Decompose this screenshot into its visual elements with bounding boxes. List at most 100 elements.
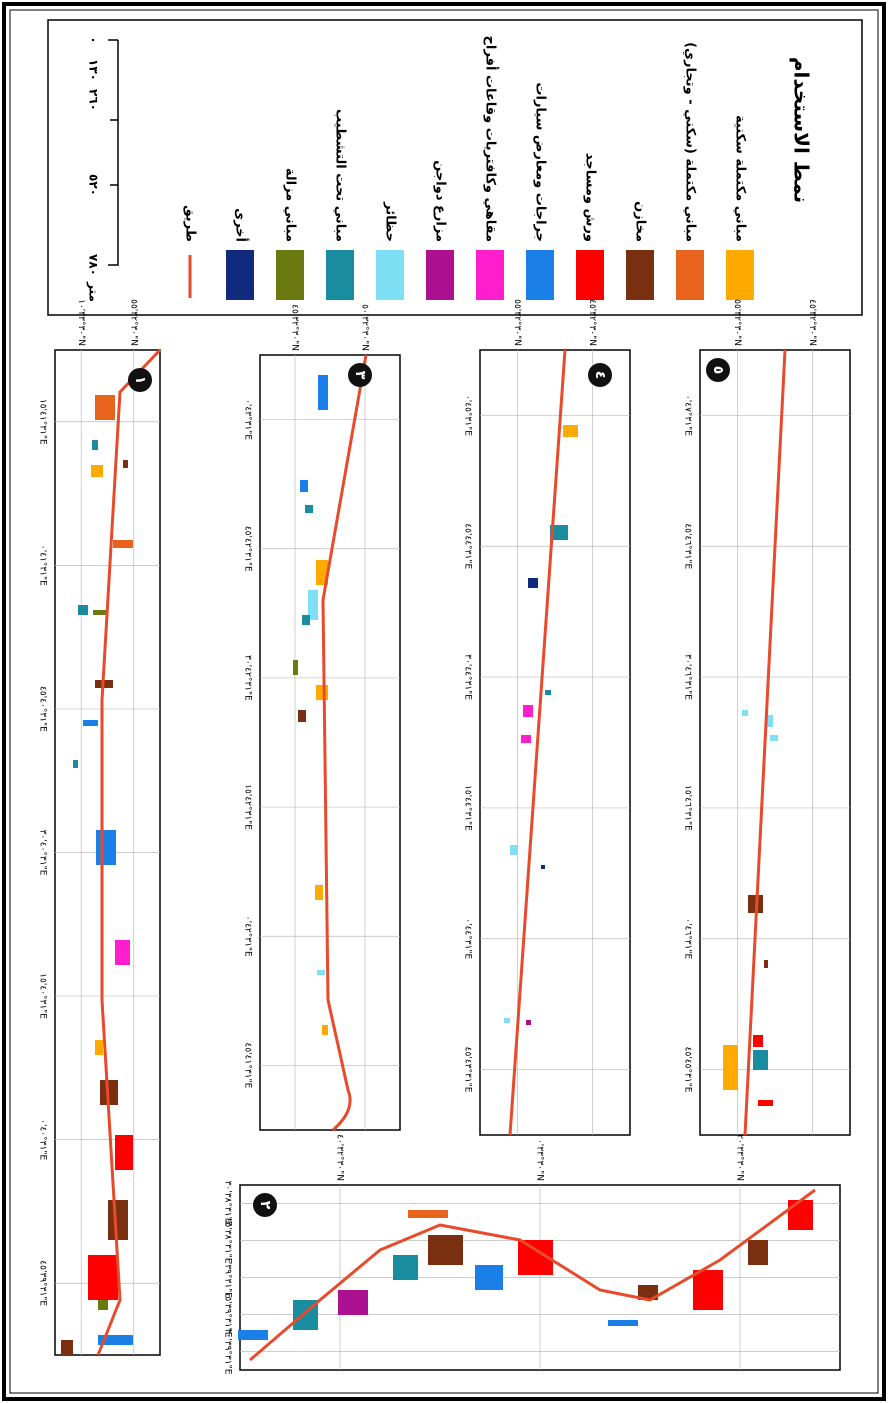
lon-label: ٣١°٣٩'١٥"E — [223, 1292, 233, 1338]
building — [541, 865, 545, 869]
lon-label: ٣١°٤٦'٣٠"E — [683, 654, 693, 700]
building — [788, 1200, 813, 1230]
building — [93, 610, 108, 615]
legend-swatch — [326, 250, 354, 300]
map-panel — [479, 349, 631, 1136]
building — [115, 1135, 133, 1170]
legend-label: مباني مكتملة سكنية — [733, 115, 748, 242]
building — [302, 615, 310, 625]
lon-label: ٣١°٣٨'٣٠"E — [223, 1181, 233, 1227]
legend-label: جراجات ومعارض سيارات — [533, 82, 548, 242]
lat-label: ٣٠°٣٢'٤٠"N — [335, 1134, 345, 1181]
lon-label: ٣١°٤٠'٠"E — [38, 1119, 48, 1160]
building — [95, 1040, 103, 1055]
scale-unit: متر — [87, 281, 101, 302]
building — [338, 1290, 368, 1315]
building — [764, 960, 768, 968]
lon-label: ٣١°٤١'١٥"E — [38, 399, 48, 445]
panel-badge — [348, 363, 372, 387]
lon-label: ٣١°٣٨'٤٥"E — [223, 1218, 233, 1264]
building — [758, 1100, 773, 1106]
lon-label: ٣١°٤٤'٠"E — [463, 918, 473, 959]
legend-label: مباني تحت التشطيب — [333, 109, 348, 242]
lon-label: ٣١°٤٠'٣٠"E — [38, 830, 48, 876]
building — [526, 1020, 531, 1025]
lon-label: ٣١°٤٦'١٥"E — [683, 785, 693, 831]
panel-number: ٤ — [592, 371, 608, 380]
building — [608, 1320, 638, 1326]
map-panel — [699, 349, 851, 1136]
building — [123, 460, 128, 468]
building — [317, 970, 325, 975]
road — [249, 1188, 816, 1362]
building — [95, 395, 115, 420]
building — [770, 735, 778, 741]
legend-label: مباني مزالة — [283, 168, 298, 242]
legend-swatch — [726, 250, 754, 300]
panel-number: ١ — [132, 376, 148, 385]
building — [563, 425, 578, 437]
lat-label: ٣٠°٣٢'٤٥"N — [290, 304, 300, 351]
road — [321, 354, 368, 1132]
panel-badge — [128, 368, 152, 392]
building — [88, 1255, 118, 1300]
legend-title: نمط الاستخدام — [790, 57, 814, 203]
legend-label: أخرى — [233, 208, 250, 242]
building — [113, 540, 133, 548]
lon-label: ٣١°٤٢'١٥"E — [243, 784, 253, 830]
legend-label: طريق — [183, 205, 198, 242]
scale-label: ٧٨٠ — [87, 254, 101, 276]
scale-label: ٥٢٠ — [87, 174, 101, 196]
lat-label: ٣٠°٣٢'٥٥"N — [512, 299, 522, 346]
legend-swatch — [276, 250, 304, 300]
building — [550, 525, 568, 540]
building — [92, 440, 98, 450]
legend-swatch — [476, 250, 504, 300]
building — [518, 1240, 553, 1275]
inner-frame — [9, 9, 879, 1394]
building — [238, 1330, 268, 1340]
building — [305, 505, 313, 513]
lon-label: ٣١°٤٢'٤٥"E — [243, 526, 253, 572]
building — [638, 1285, 658, 1300]
building — [96, 830, 116, 865]
lon-label: ٣١°٤٠'١٥"E — [38, 973, 48, 1019]
building — [308, 590, 318, 620]
lat-label: ٣٠°٣٢'٥٥"N — [128, 299, 138, 346]
lon-label: ٣١°٤٢'٣٠"E — [243, 655, 253, 701]
building — [545, 690, 551, 695]
building — [748, 1240, 768, 1265]
panel-badge — [706, 358, 730, 382]
lon-label: ٣١°٤٤'٣٠"E — [463, 654, 473, 700]
lon-label: ٣١°٤٤'١٥"E — [463, 785, 473, 831]
building — [767, 715, 773, 727]
building — [91, 465, 103, 477]
lat-label: ٣٠°٣٢'٥٠"N — [360, 304, 370, 351]
building — [521, 735, 531, 743]
panel-badge — [253, 1193, 277, 1217]
legend-swatch — [526, 250, 554, 300]
building — [693, 1270, 723, 1310]
building — [108, 1200, 128, 1240]
lon-label: ٣١°٣٩'٠"E — [223, 1257, 233, 1298]
lon-label: ٣١°٤٦'٤٥"E — [683, 523, 693, 569]
legend-swatch — [376, 250, 404, 300]
lon-label: ٣١°٤١'٤٥"E — [243, 1043, 253, 1089]
lon-label: ٣١°٤٦'٠"E — [683, 918, 693, 959]
legend-label: مقاهي وكافتريات وقاعات أفراح — [483, 36, 500, 242]
building — [78, 605, 88, 615]
building — [293, 660, 298, 675]
building — [528, 578, 538, 588]
legend-label: مزارع دواجن — [433, 160, 448, 242]
lon-label: ٣١°٤٠'٤٥"E — [38, 686, 48, 732]
lat-label: ٣٠°٣٣'٢٠"N — [735, 1134, 745, 1181]
building — [742, 710, 748, 716]
scale-label: ٢٦٠ — [87, 89, 101, 111]
lon-label: ٣١°٤٥'٤٥"E — [683, 1047, 693, 1093]
building — [753, 1035, 763, 1047]
building — [428, 1235, 463, 1265]
lon-label: ٣١°٣٩'٤٥"E — [38, 1260, 48, 1306]
panel-number: ٥ — [710, 366, 726, 375]
